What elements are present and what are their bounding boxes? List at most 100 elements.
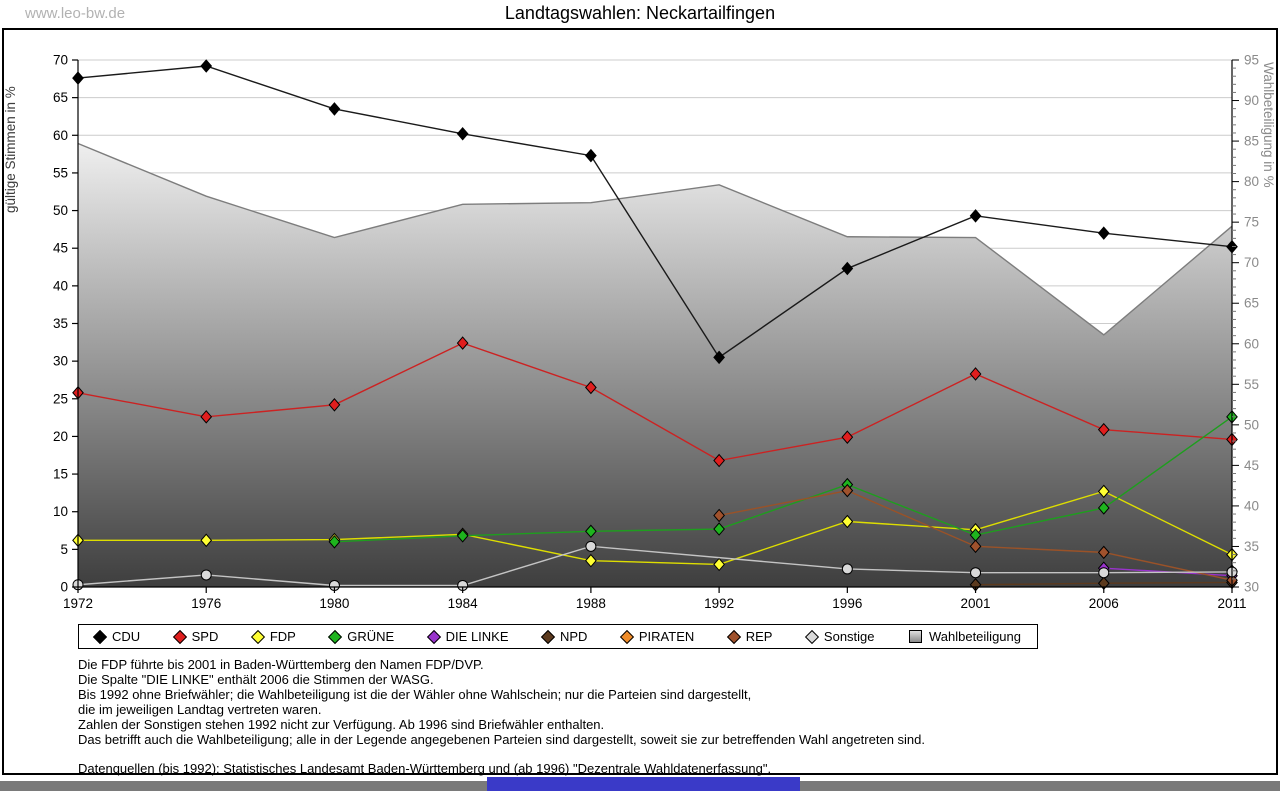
data-point xyxy=(1097,501,1110,515)
right-axis-labels: 30 35 40 45 50 55 60 65 70 75 80 85 90 95 xyxy=(1232,53,1259,595)
svg-text:50: 50 xyxy=(1244,417,1259,432)
data-point xyxy=(970,567,982,579)
svg-text:45: 45 xyxy=(53,241,68,256)
turnout-area xyxy=(78,143,1232,588)
legend-diamond-marker xyxy=(250,629,265,644)
legend-label: PIRATEN xyxy=(638,629,695,644)
data-point xyxy=(328,535,341,549)
svg-text:25: 25 xyxy=(53,391,68,406)
svg-text:70: 70 xyxy=(1244,255,1259,270)
svg-text:90: 90 xyxy=(1244,93,1259,108)
legend-diamond-marker xyxy=(328,629,343,644)
legend-diamond-marker xyxy=(619,629,634,644)
left-axis-labels: 0 5 10 15 20 25 30 35 40 45 50 55 60 65 70 xyxy=(53,53,78,595)
legend-item-wahlbeteiligung: Wahlbeteiligung xyxy=(908,629,1021,644)
svg-text:15: 15 xyxy=(53,467,68,482)
legend-square-marker xyxy=(908,630,922,643)
legend-item-cdu: CDU xyxy=(92,629,141,644)
data-point xyxy=(585,524,597,539)
legend-item-die-linke: DIE LINKE xyxy=(426,629,509,644)
data-point xyxy=(713,508,725,523)
series-rep xyxy=(713,483,1238,587)
data-point xyxy=(841,483,854,498)
legend-item-fdp: FDP xyxy=(250,629,296,644)
svg-text:80: 80 xyxy=(1244,174,1259,189)
svg-text:30: 30 xyxy=(53,354,68,369)
svg-text:2006: 2006 xyxy=(1089,596,1119,611)
data-point xyxy=(585,148,597,163)
election-chart: 0 5 10 15 20 25 30 35 40 45 50 55 60 65 70 30 35 40 45 50 55… xyxy=(3,53,1276,612)
turnout-line xyxy=(77,142,1233,336)
svg-text:40: 40 xyxy=(1244,498,1259,513)
svg-text:60: 60 xyxy=(53,128,68,143)
horizontal-scrollbar-thumb[interactable] xyxy=(487,777,800,791)
footnotes: Die FDP führte bis 2001 in Baden-Württem… xyxy=(78,657,925,776)
data-point xyxy=(969,539,982,554)
data-point xyxy=(969,209,982,223)
data-point xyxy=(200,410,213,424)
footnote-line: Das betrifft auch die Wahlbeteiligung; a… xyxy=(78,732,925,747)
svg-text:55: 55 xyxy=(1244,377,1259,392)
legend-label: Wahlbeteiligung xyxy=(928,629,1021,644)
right-axis-title: Wahlbeteiligung in % xyxy=(1261,62,1276,188)
svg-text:85: 85 xyxy=(1244,134,1259,149)
data-point xyxy=(969,367,982,381)
data-point xyxy=(200,59,213,73)
svg-text:50: 50 xyxy=(53,203,68,218)
svg-text:65: 65 xyxy=(53,90,68,105)
legend-label: NPD xyxy=(559,629,588,644)
data-point xyxy=(1097,226,1110,240)
data-point xyxy=(456,336,469,350)
data-point xyxy=(841,261,854,276)
series-grüne xyxy=(328,410,1238,549)
svg-text:95: 95 xyxy=(1244,53,1259,68)
svg-text:35: 35 xyxy=(53,316,68,331)
legend-label: DIE LINKE xyxy=(445,629,509,644)
svg-text:1976: 1976 xyxy=(191,596,221,611)
legend-item-sonstige: Sonstige xyxy=(804,629,875,644)
x-axis-labels: 1972 1976 1980 1984 1988 1992 1996 2001 2006 2011 xyxy=(63,587,1247,611)
footnote-line: Zahlen der Sonstigen stehen 1992 nicht z… xyxy=(78,717,605,732)
svg-text:45: 45 xyxy=(1244,458,1259,473)
left-axis-title: gültige Stimmen in % xyxy=(3,86,18,213)
data-point xyxy=(1097,484,1110,499)
legend-diamond-marker xyxy=(804,629,819,644)
svg-text:40: 40 xyxy=(53,278,68,293)
svg-text:1992: 1992 xyxy=(704,596,734,611)
data-point xyxy=(328,102,341,116)
legend-item-grüne: GRÜNE xyxy=(328,629,395,644)
legend-label: GRÜNE xyxy=(347,629,395,644)
legend-diamond-marker xyxy=(726,629,741,644)
svg-text:2001: 2001 xyxy=(961,596,991,611)
data-point xyxy=(713,557,725,572)
footnote-line: Die Spalte "DIE LINKE" enthält 2006 die … xyxy=(78,672,434,687)
legend-diamond-marker xyxy=(92,629,108,644)
legend-item-spd: SPD xyxy=(172,629,219,644)
legend-item-rep: REP xyxy=(726,629,772,644)
data-point xyxy=(585,380,597,395)
svg-text:2011: 2011 xyxy=(1217,596,1246,611)
svg-text:1980: 1980 xyxy=(319,596,349,611)
svg-text:60: 60 xyxy=(1244,336,1259,351)
data-point xyxy=(841,563,853,575)
series-cdu xyxy=(72,59,1238,365)
svg-text:30: 30 xyxy=(1244,580,1259,595)
data-source-line: Datenquellen (bis 1992): Statistisches L… xyxy=(78,761,772,776)
data-point xyxy=(585,553,597,568)
legend-label: CDU xyxy=(112,629,141,644)
data-point xyxy=(456,529,469,543)
data-point xyxy=(1098,567,1110,579)
data-point xyxy=(1097,422,1110,437)
legend-diamond-marker xyxy=(172,629,187,644)
svg-text:65: 65 xyxy=(1244,296,1259,311)
svg-text:70: 70 xyxy=(53,53,68,68)
legend-diamond-marker xyxy=(540,629,556,644)
svg-text:1972: 1972 xyxy=(63,596,93,611)
data-point xyxy=(200,569,212,581)
svg-text:1988: 1988 xyxy=(576,596,606,611)
page-title: Landtagswahlen: Neckartailfingen xyxy=(504,3,776,23)
svg-text:0: 0 xyxy=(60,580,68,595)
legend-label: FDP xyxy=(269,629,296,644)
legend-label: SPD xyxy=(191,629,219,644)
data-point xyxy=(328,398,341,412)
